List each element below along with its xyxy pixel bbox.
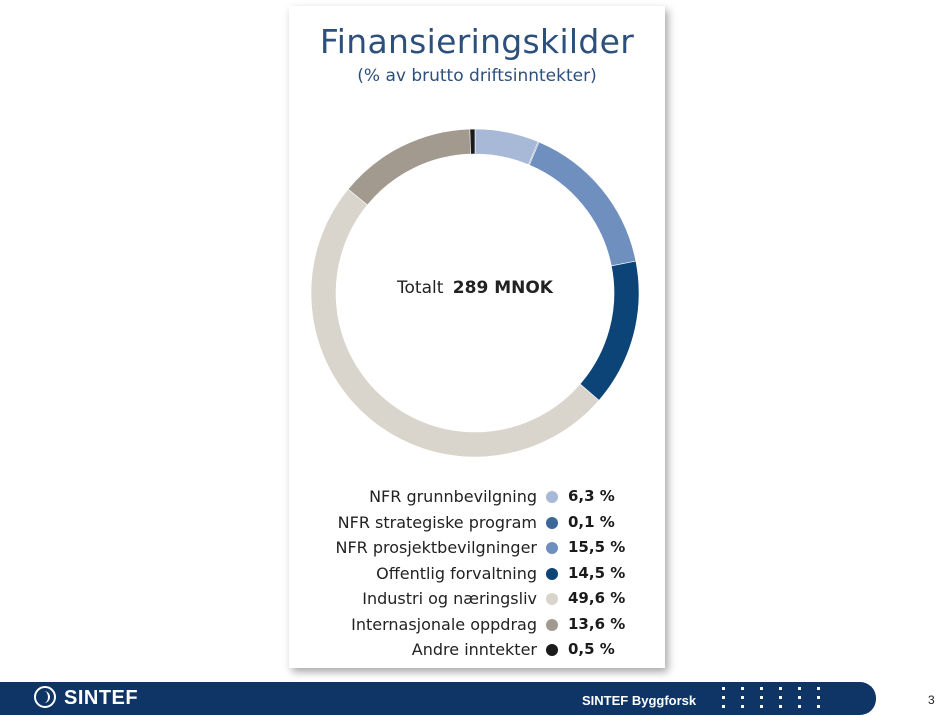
donut-slice-industri-og-n-ringsliv bbox=[310, 188, 600, 458]
legend-label: NFR strategiske program bbox=[337, 512, 537, 532]
legend-item-offentlig-forvaltning: Offentlig forvaltning 14,5 % bbox=[289, 561, 665, 586]
donut-slice-offentlig-forvaltning bbox=[579, 260, 640, 401]
legend-label: Internasjonale oppdrag bbox=[351, 614, 537, 634]
legend-item-andre-inntekter: Andre inntekter 0,5 % bbox=[289, 637, 665, 662]
legend-value: 49,6 % bbox=[568, 589, 626, 607]
legend-color-dot bbox=[546, 567, 558, 580]
legend-value: 15,5 % bbox=[568, 538, 626, 556]
center-label-value: 289 MNOK bbox=[453, 278, 554, 298]
org-name: SINTEF Byggforsk bbox=[582, 693, 697, 708]
legend-color-dot bbox=[546, 618, 558, 631]
legend-value: 13,6 % bbox=[568, 614, 626, 633]
legend-item-nfr-grunnbevilgning: NFR grunnbevilgning 6,3 % bbox=[289, 484, 665, 509]
legend-color-dot bbox=[546, 542, 558, 554]
chart-subtitle: (% av brutto driftsinntekter) bbox=[357, 66, 597, 86]
legend-label: NFR grunnbevilgning bbox=[369, 487, 537, 506]
decorative-dots-icon bbox=[722, 687, 822, 711]
legend-value: 6,3 % bbox=[568, 487, 615, 505]
legend-label: Andre inntekter bbox=[411, 640, 537, 659]
legend-color-dot bbox=[546, 644, 558, 656]
donut-slice-nfr-prosjektbevilgninger bbox=[528, 141, 637, 267]
center-label-prefix: Totalt bbox=[396, 278, 444, 298]
legend-item-nfr-strategiske-program: NFR strategiske program 0,1 % bbox=[289, 510, 665, 535]
footer-bar: SINTEF SINTEF Byggforsk bbox=[0, 682, 876, 715]
legend-item-industri-og-n-ringsliv: Industri og næringsliv 49,6 % bbox=[289, 586, 665, 611]
page-number: 3 bbox=[928, 693, 935, 707]
chart-title: Finansieringskilder bbox=[319, 22, 635, 61]
chart-card: Finansieringskilder (% av brutto driftsi… bbox=[289, 6, 665, 668]
donut-slice-internasjonale-oppdrag bbox=[347, 128, 471, 206]
donut-slice-nfr-grunnbevilgning bbox=[474, 128, 539, 166]
legend-value: 14,5 % bbox=[568, 563, 626, 582]
legend-item-nfr-prosjektbevilgninger: NFR prosjektbevilgninger 15,5 % bbox=[289, 535, 665, 560]
footer: SINTEF SINTEF Byggforsk 3 bbox=[0, 682, 950, 715]
legend-color-dot bbox=[546, 491, 558, 503]
legend-color-dot bbox=[546, 593, 558, 605]
logo-text: SINTEF bbox=[64, 687, 139, 709]
donut-slice-andre-inntekter bbox=[469, 128, 476, 155]
svg-text:Totalt 289 MNOK: Totalt 289 MNOK bbox=[396, 278, 554, 298]
legend-label: Offentlig forvaltning bbox=[376, 563, 537, 583]
legend-item-internasjonale-oppdrag: Internasjonale oppdrag 13,6 % bbox=[289, 612, 665, 637]
legend-value: 0,1 % bbox=[568, 512, 615, 531]
legend-color-dot bbox=[546, 516, 558, 529]
donut-chart: Totalt 289 MNOK bbox=[310, 128, 640, 458]
sintef-logo-icon bbox=[34, 686, 56, 708]
legend-label: Industri og næringsliv bbox=[362, 589, 537, 608]
legend-label: NFR prosjektbevilgninger bbox=[335, 538, 537, 557]
legend-value: 0,5 % bbox=[568, 640, 615, 658]
